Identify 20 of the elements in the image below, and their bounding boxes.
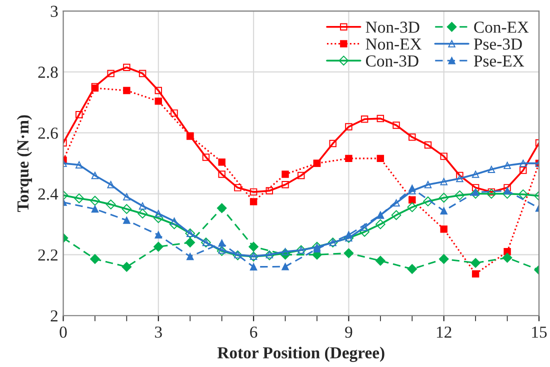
y-axis-title: Torque (N·m) [16, 115, 32, 212]
x-tick-label: 6 [250, 326, 258, 338]
x-tick-label: 0 [60, 326, 67, 338]
y-tick-label: 2.6 [38, 128, 58, 139]
y-tick-label: 2.2 [38, 249, 58, 261]
legend-label: Con-3D [366, 55, 418, 67]
y-tick-label: 3 [50, 6, 58, 17]
legend-label: Pse-3D [474, 38, 522, 50]
y-tick-label: 2.4 [38, 188, 58, 200]
x-tick-label: 3 [155, 326, 162, 338]
legend-label: Non-EX [366, 38, 422, 50]
legend-label: Non-3D [366, 22, 420, 33]
x-tick-label: 12 [436, 326, 452, 338]
y-tick-label: 2 [50, 310, 58, 322]
legend-label: Pse-EX [474, 56, 524, 67]
x-axis-title: Rotor Position (Degree) [217, 346, 384, 362]
legend-label: Con-EX [474, 22, 529, 33]
y-tick-label: 2.8 [38, 66, 58, 78]
x-tick-label: 15 [532, 326, 547, 338]
x-tick-label: 9 [345, 326, 352, 338]
